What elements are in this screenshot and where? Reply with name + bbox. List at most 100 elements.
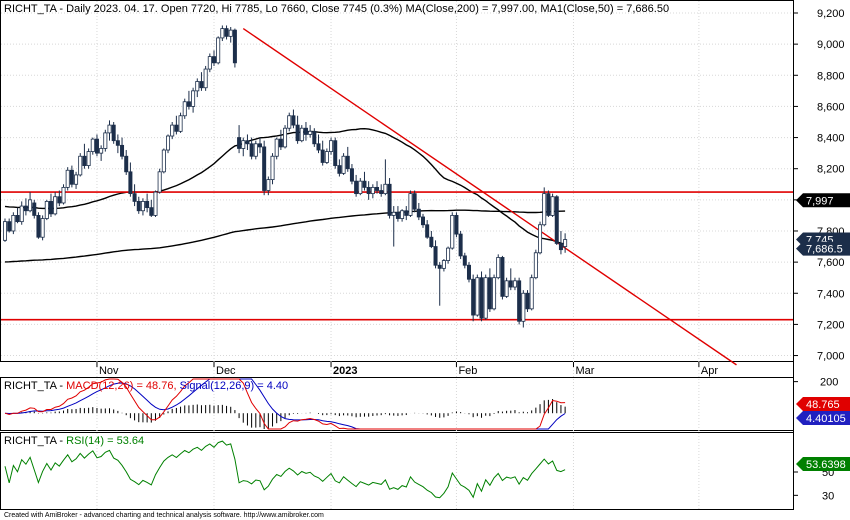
candle-body bbox=[437, 264, 442, 269]
month-label: Apr bbox=[701, 365, 718, 377]
candle-body bbox=[182, 101, 187, 117]
candle-body bbox=[458, 233, 463, 257]
candle-body bbox=[82, 155, 87, 166]
candle-body bbox=[23, 205, 28, 212]
candle-body bbox=[324, 151, 329, 163]
y-tick-label: 7,400 bbox=[817, 288, 845, 300]
month-label: 2023 bbox=[333, 365, 357, 377]
candle-body bbox=[32, 202, 37, 216]
ma200-value-badge: 7,997 bbox=[806, 195, 834, 207]
candle-body bbox=[395, 211, 400, 219]
ma200-line bbox=[4, 209, 566, 263]
candle-body bbox=[483, 277, 488, 319]
candle-body bbox=[90, 138, 95, 152]
candle-body bbox=[521, 292, 526, 322]
candle-body bbox=[462, 255, 467, 266]
candle-body bbox=[287, 115, 292, 129]
candle-body bbox=[391, 211, 396, 216]
candle-body bbox=[170, 124, 175, 137]
rsi-y-tick-label: 30 bbox=[822, 490, 834, 502]
y-tick-label: 7,200 bbox=[817, 319, 845, 331]
candle-body bbox=[245, 140, 250, 145]
rsi-header-prefix: RICHT_TA - bbox=[4, 435, 66, 447]
signal-value-badge: 4.40105 bbox=[806, 413, 846, 425]
candle-body bbox=[454, 215, 459, 235]
rsi-line bbox=[4, 440, 566, 499]
candle-body bbox=[145, 201, 150, 209]
candle-body bbox=[178, 115, 183, 132]
candle-body bbox=[517, 280, 522, 322]
candle-body bbox=[94, 138, 99, 154]
macd-panel bbox=[4, 378, 566, 430]
candle-body bbox=[174, 124, 179, 132]
candle-body bbox=[546, 193, 551, 216]
candle-body bbox=[358, 180, 363, 195]
price-panel bbox=[1, 25, 793, 366]
candle-body bbox=[115, 140, 120, 146]
ma50-value-badge: 7,686.5 bbox=[806, 244, 843, 256]
candle-body bbox=[140, 201, 145, 212]
macd-header-prefix: RICHT_TA - bbox=[4, 380, 66, 392]
candle-body bbox=[487, 277, 492, 310]
rsi-panel bbox=[4, 440, 566, 499]
candle-body bbox=[412, 193, 417, 210]
candle-body bbox=[99, 148, 104, 154]
candle-body bbox=[161, 149, 166, 173]
candle-body bbox=[492, 277, 497, 310]
signal-value-badge-bg bbox=[796, 411, 850, 425]
candle-body bbox=[274, 138, 279, 157]
candle-body bbox=[28, 199, 33, 212]
candle-body bbox=[533, 252, 538, 279]
candle-body bbox=[211, 56, 216, 64]
macd-y-tick-label: 200 bbox=[820, 377, 838, 389]
candle-body bbox=[316, 143, 321, 151]
candle-body bbox=[349, 168, 354, 182]
candle-body bbox=[132, 193, 137, 202]
candle-body bbox=[278, 138, 283, 148]
candle-body bbox=[153, 191, 158, 216]
main-header-info: RICHT_TA - Daily 2023. 04. 17. Open 7720… bbox=[4, 3, 406, 15]
rsi-value-badge-bg bbox=[796, 457, 850, 471]
rsi-header: RICHT_TA - RSI(14) = 53.64 bbox=[4, 435, 144, 447]
y-tick-label: 8,800 bbox=[817, 70, 845, 82]
candle-body bbox=[512, 280, 517, 288]
candle-body bbox=[207, 56, 212, 70]
candle-body bbox=[441, 260, 446, 269]
candle-body bbox=[354, 180, 359, 195]
macd-header-macd: MACD(12,26) = 48.76, bbox=[66, 380, 179, 392]
candle-body bbox=[303, 127, 308, 135]
candle-body bbox=[504, 280, 509, 297]
y-tick-label: 9,000 bbox=[817, 39, 845, 51]
candle-body bbox=[366, 186, 371, 195]
candle-body bbox=[337, 165, 342, 174]
candle-body bbox=[283, 127, 288, 148]
candle-body bbox=[408, 193, 413, 216]
candle-body bbox=[416, 208, 421, 218]
candle-body bbox=[157, 171, 162, 193]
month-label: Dec bbox=[216, 365, 236, 377]
candle-body bbox=[450, 215, 455, 249]
candle-body bbox=[525, 292, 530, 310]
candle-body bbox=[78, 155, 83, 176]
ma50-value-badge-bg bbox=[796, 241, 850, 256]
candle-body bbox=[362, 180, 367, 188]
candle-body bbox=[341, 155, 346, 174]
candle-body bbox=[257, 143, 262, 148]
candle-body bbox=[291, 115, 296, 126]
candle-body bbox=[195, 81, 200, 92]
candle-body bbox=[136, 201, 141, 212]
candle-body bbox=[425, 224, 430, 238]
candle-body bbox=[149, 207, 154, 216]
candle-body bbox=[7, 221, 12, 232]
macd-header-signal: Signal(12,26,9) = 4.40 bbox=[180, 380, 289, 392]
candle-body bbox=[237, 137, 242, 149]
candle-body bbox=[542, 193, 547, 226]
candle-body bbox=[241, 140, 246, 149]
candle-body bbox=[479, 277, 484, 319]
candle-body bbox=[500, 257, 505, 297]
candle-body bbox=[124, 155, 129, 173]
grid bbox=[1, 1, 793, 510]
month-label: Nov bbox=[99, 365, 119, 377]
main-header-ma50: MA1(Close,50) = 7,686.50 bbox=[540, 3, 669, 15]
